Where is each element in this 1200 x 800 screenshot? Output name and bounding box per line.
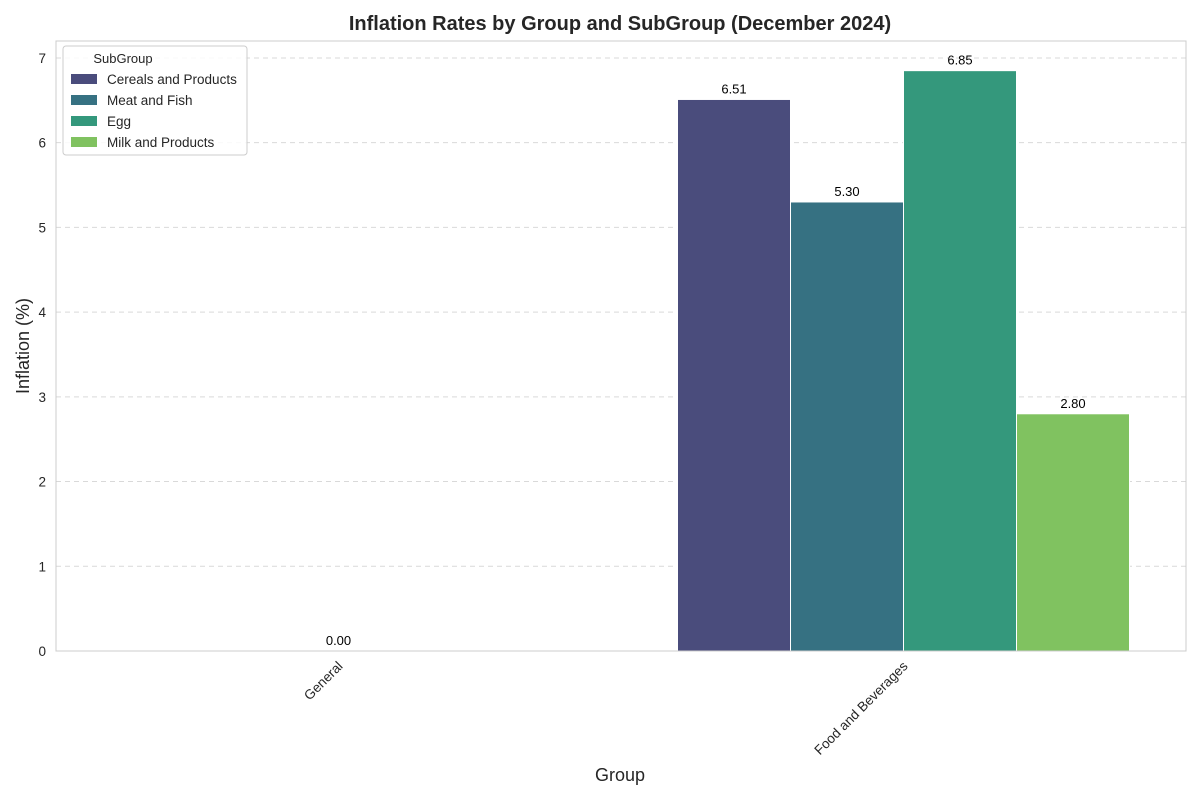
bars bbox=[677, 70, 1130, 652]
legend-swatch bbox=[71, 116, 97, 126]
y-axis-label: Inflation (%) bbox=[13, 298, 33, 394]
legend: SubGroup Cereals and Products Meat and Fis… bbox=[62, 45, 248, 156]
x-tick-label: Food and Beverages bbox=[811, 658, 910, 757]
legend-swatch bbox=[71, 95, 97, 105]
y-tick-label: 5 bbox=[38, 220, 46, 235]
y-tick-label: 0 bbox=[38, 644, 46, 659]
legend-title: SubGroup bbox=[93, 51, 152, 66]
legend-swatch bbox=[71, 74, 97, 84]
legend-entry: Milk and Products bbox=[107, 135, 215, 150]
x-axis-label: Group bbox=[595, 765, 645, 785]
data-label: 0.00 bbox=[326, 633, 351, 648]
data-label: 6.51 bbox=[721, 81, 746, 96]
y-axis-ticks: 0 1 2 3 4 5 6 7 bbox=[38, 51, 46, 659]
legend-box bbox=[62, 45, 248, 156]
x-axis-ticks: General Food and Beverages bbox=[301, 658, 911, 757]
legend-swatch bbox=[71, 137, 97, 147]
y-tick-label: 3 bbox=[38, 390, 46, 405]
y-tick-label: 2 bbox=[38, 475, 46, 490]
data-label: 2.80 bbox=[1060, 396, 1085, 411]
data-label: 6.85 bbox=[947, 53, 972, 68]
data-labels: 0.00 6.51 5.30 6.85 2.80 bbox=[326, 53, 1086, 648]
legend-entry: Egg bbox=[107, 114, 131, 129]
y-tick-label: 7 bbox=[38, 51, 46, 66]
bar bbox=[677, 98, 791, 652]
legend-entry: Cereals and Products bbox=[107, 72, 237, 87]
chart-title: Inflation Rates by Group and SubGroup (D… bbox=[349, 13, 891, 35]
bar bbox=[790, 201, 904, 652]
legend-entry: Meat and Fish bbox=[107, 93, 193, 108]
bar bbox=[903, 70, 1017, 652]
x-tick-label: General bbox=[301, 659, 346, 704]
bar bbox=[1016, 413, 1130, 652]
y-tick-label: 1 bbox=[38, 559, 46, 574]
plot-frame bbox=[55, 40, 1187, 652]
data-label: 5.30 bbox=[834, 184, 859, 199]
y-tick-label: 6 bbox=[38, 136, 46, 151]
y-tick-label: 4 bbox=[38, 305, 46, 320]
